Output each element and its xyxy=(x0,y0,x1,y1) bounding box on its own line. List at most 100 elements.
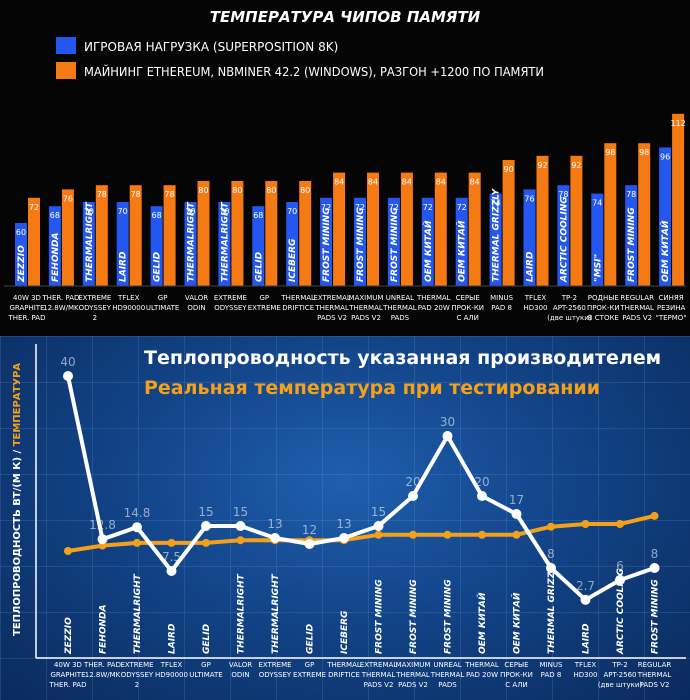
legend-label-gaming: ИГРОВАЯ НАГРУЗКА (SUPERPOSITION 8K) xyxy=(84,40,338,54)
bar-mining xyxy=(28,197,40,286)
category-label: GRAPHITE xyxy=(50,671,85,679)
temperature-point xyxy=(236,536,245,545)
value-label-mining: 80 xyxy=(266,186,276,195)
category-label: PADS V2 xyxy=(398,681,428,689)
category-label: PADS xyxy=(438,681,457,689)
temperature-point xyxy=(443,530,452,539)
bar-mining xyxy=(536,155,549,286)
bar-gaming xyxy=(15,223,27,286)
value-label-gaming: 72 xyxy=(321,203,331,212)
category-label: ODIN xyxy=(231,671,249,679)
value-label-gaming: 68 xyxy=(50,211,60,220)
value-label-mining: 92 xyxy=(571,161,581,170)
brand-label: FROST MINING xyxy=(627,207,637,282)
value-label-mining: 80 xyxy=(232,186,242,195)
conductivity-value-label: 8 xyxy=(547,547,555,561)
brand-label: OEM КИТАЙ xyxy=(476,592,488,654)
conductivity-value-label: 20 xyxy=(474,475,489,489)
brand-label: LAIRD xyxy=(526,251,536,282)
line-chart-subtitle: Реальная температура при тестировании xyxy=(144,377,600,399)
category-label: HD300 xyxy=(523,304,547,312)
brand-label: ZEZZIO xyxy=(64,617,74,655)
conductivity-point xyxy=(201,521,211,531)
brand-label: THERMALRIGHT xyxy=(220,201,230,282)
brand-label: THERMAL GRIZZLY xyxy=(492,187,502,282)
conductivity-point xyxy=(615,575,625,585)
bar-gaming xyxy=(354,197,366,286)
value-label-gaming: 72 xyxy=(389,203,399,212)
brand-label: ZEZZIO xyxy=(17,245,27,283)
bar-gaming xyxy=(218,202,231,286)
brand-label: THERMALRIGHT xyxy=(187,201,197,282)
brand-label: FROST MINING xyxy=(375,579,385,654)
bar-gaming xyxy=(625,185,638,286)
category-label: РЕЗИНА xyxy=(657,304,686,312)
category-label: TP-2 xyxy=(561,294,577,302)
category-label: "ТЕРМО" xyxy=(656,314,687,322)
conductivity-value-label: 6 xyxy=(616,559,624,573)
bar-gaming xyxy=(421,197,434,286)
conductivity-point xyxy=(649,563,660,573)
category-label: ULTIMATE xyxy=(189,671,222,679)
value-label-gaming: 70 xyxy=(118,207,128,216)
category-label: EXTREME xyxy=(258,661,291,669)
category-label: РОДНЫЕ xyxy=(588,294,619,302)
category-label: С АЛИ xyxy=(456,314,478,322)
category-label: 2 xyxy=(93,314,97,322)
category-label: THERMAL xyxy=(395,671,430,679)
temperature-point xyxy=(167,538,176,547)
conductivity-value-label: 15 xyxy=(233,505,248,519)
value-label-mining: 112 xyxy=(670,119,685,128)
category-label: ODYSSEY xyxy=(79,304,112,312)
category-label: MAXIMUM xyxy=(396,661,431,669)
category-label: THERMAL xyxy=(361,671,396,679)
temperature-point xyxy=(616,520,624,528)
category-label: HD90000 xyxy=(155,671,188,679)
category-label: GP xyxy=(201,661,211,669)
temperature-point xyxy=(581,520,590,528)
conductivity-point xyxy=(546,563,556,573)
category-label: ODYSSEY xyxy=(214,304,247,312)
category-label: HD90000 xyxy=(112,304,145,312)
bar-mining xyxy=(400,172,413,286)
value-label-gaming: 78 xyxy=(626,190,636,199)
category-label: В СТОКЕ xyxy=(588,314,619,322)
conductivity-point xyxy=(580,594,591,605)
brand-label: ARCTIC COOLING xyxy=(559,196,569,283)
category-label: EXTREME xyxy=(248,304,281,312)
bar-gaming xyxy=(659,147,672,286)
bar-mining xyxy=(638,143,651,286)
temperature-point xyxy=(478,530,486,539)
category-label: THERMAL xyxy=(382,304,417,312)
category-label: PAD 8 xyxy=(541,671,562,679)
value-label-gaming: 96 xyxy=(660,152,670,161)
temperature-point xyxy=(133,538,141,547)
brand-label: THERMAL GRIZZLY xyxy=(547,559,557,654)
bar-mining xyxy=(61,189,74,286)
category-label: GRAPHITE xyxy=(9,304,44,312)
conductivity-point xyxy=(166,566,177,576)
category-label: TP-2 xyxy=(611,661,627,669)
category-label: СЕРЫЕ xyxy=(504,661,528,669)
brand-label: THERMALRIGHT xyxy=(133,573,143,654)
temperature-line xyxy=(67,513,655,553)
conductivity-value-label: 12.8 xyxy=(89,518,116,532)
category-label: VALOR xyxy=(229,661,252,669)
conductivity-point xyxy=(408,491,418,501)
legend-swatch-mining xyxy=(56,62,76,79)
category-label: VALOR xyxy=(185,294,208,302)
category-label: EXTREMAL xyxy=(360,661,397,669)
value-label-gaming: 72 xyxy=(355,203,365,212)
category-label: EXTREME xyxy=(78,294,111,302)
category-label: СЕРЫЕ xyxy=(456,294,480,302)
category-label: ODIN xyxy=(187,304,205,312)
value-label-mining: 90 xyxy=(504,165,514,174)
temperature-point xyxy=(374,530,383,539)
bar-gaming xyxy=(455,197,468,286)
brand-label: OEM КИТАЙ xyxy=(511,592,523,654)
line-chart-title: Теплопроводность указанная производителе… xyxy=(144,347,661,369)
category-label: PAD 8 xyxy=(491,304,512,312)
bar-gaming xyxy=(320,197,333,286)
value-label-gaming: 60 xyxy=(16,228,26,237)
